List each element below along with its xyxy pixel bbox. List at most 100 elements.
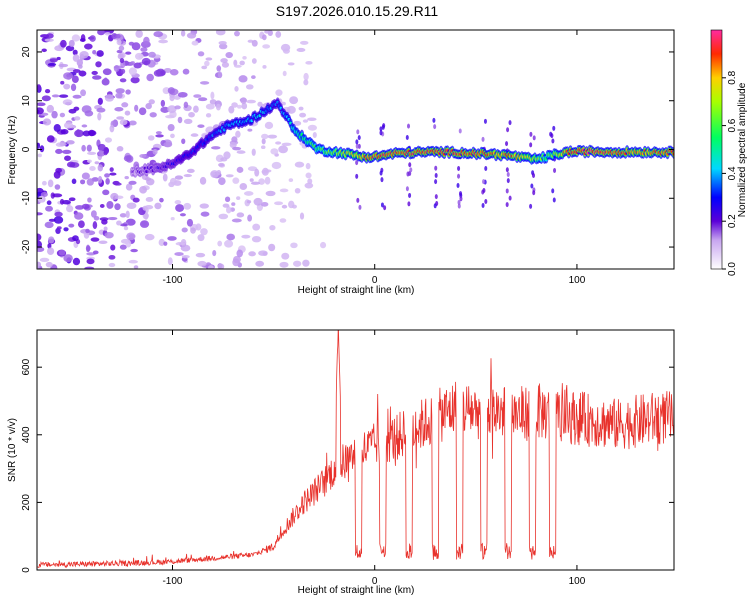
noise-cell (181, 138, 186, 145)
y-tick-label: 20 (21, 46, 32, 58)
noise-cell (197, 51, 205, 57)
noise-cell (182, 68, 190, 75)
noise-cell (53, 123, 61, 132)
y-tick-label: 600 (21, 358, 32, 375)
noise-cell (262, 64, 267, 69)
noise-cell (116, 220, 122, 226)
noise-cell (37, 233, 42, 241)
noise-cell (87, 151, 97, 155)
noise-cell (218, 40, 227, 45)
noise-cell (117, 53, 124, 60)
noise-cell (174, 199, 182, 205)
noise-cell (125, 89, 131, 95)
noise-cell (261, 138, 266, 145)
noise-cell (37, 195, 45, 203)
noise-cell (113, 65, 120, 72)
noise-cell (175, 241, 186, 246)
noise-cell (248, 251, 256, 257)
noise-cell (84, 110, 94, 117)
noise-cell (45, 205, 53, 212)
streak-cell (532, 173, 536, 179)
noise-cell (115, 92, 123, 99)
noise-cell (307, 124, 318, 131)
noise-cell (162, 173, 168, 182)
streak-cell (552, 197, 556, 203)
noise-cell (97, 97, 103, 105)
noise-cell (257, 101, 263, 107)
noise-cell (282, 48, 290, 54)
x-tick-label: -100 (162, 275, 182, 286)
noise-cell (220, 58, 228, 63)
noise-cell (320, 241, 327, 249)
noise-cell (148, 51, 156, 58)
noise-cell (96, 50, 104, 57)
noise-cell (40, 191, 48, 198)
noise-cell (152, 148, 158, 155)
noise-cell (241, 102, 248, 110)
noise-cell (190, 133, 199, 137)
noise-cell (282, 70, 287, 77)
noise-cell (174, 252, 184, 257)
noise-cell (104, 232, 114, 239)
noise-cell (260, 201, 269, 207)
noise-cell (159, 197, 164, 203)
noise-cell (141, 221, 148, 227)
noise-cell (130, 76, 140, 84)
noise-cell (47, 179, 54, 188)
noise-cell (221, 61, 230, 68)
colorbar-tick-label: 0.2 (727, 214, 738, 228)
noise-cell (104, 173, 110, 178)
noise-cell (107, 216, 118, 221)
noise-cell (147, 135, 155, 141)
noise-cell (92, 75, 102, 80)
noise-cell (181, 227, 188, 233)
noise-cell (63, 227, 69, 232)
noise-cell (251, 39, 258, 47)
noise-cell (229, 141, 237, 149)
y-tick-label: -20 (21, 239, 32, 254)
streak-cell (506, 127, 510, 133)
noise-cell (167, 105, 177, 113)
noise-cell (114, 203, 121, 211)
noise-cell (169, 94, 175, 102)
noise-cell (167, 236, 177, 241)
noise-cell (115, 34, 121, 39)
streak-cell (458, 128, 462, 134)
noise-cell (64, 155, 72, 161)
noise-cell (288, 178, 294, 182)
streak-cell (408, 162, 412, 168)
noise-cell (119, 244, 127, 250)
noise-cell (299, 212, 305, 220)
noise-cell (275, 141, 282, 145)
noise-cell (145, 103, 152, 110)
noise-cell (120, 68, 126, 74)
noise-cell (216, 65, 222, 72)
noise-cell (265, 190, 276, 197)
noise-cell (142, 205, 148, 211)
noise-cell (44, 88, 51, 94)
noise-cell (125, 183, 133, 191)
noise-cell (81, 124, 88, 128)
noise-cell (97, 164, 104, 172)
noise-cell (264, 176, 271, 185)
noise-cell (198, 97, 208, 102)
noise-cell (180, 244, 191, 252)
noise-cell (66, 205, 74, 213)
noise-cell (90, 210, 97, 218)
noise-cell (75, 129, 81, 137)
noise-cell (174, 105, 181, 110)
noise-cell (160, 99, 166, 107)
noise-cell (199, 81, 210, 85)
noise-cell (170, 133, 175, 139)
noise-cell (99, 204, 105, 208)
noise-cell (125, 210, 130, 219)
colorbar-label: Normalized spectral amplitude (737, 82, 748, 217)
noise-cell (260, 145, 266, 150)
noise-cell (179, 213, 186, 217)
noise-cell (158, 238, 165, 247)
noise-cell (79, 50, 89, 59)
streak-cell (355, 143, 359, 149)
noise-cell (49, 58, 58, 63)
noise-cell (72, 69, 81, 73)
streak-cell (434, 194, 438, 200)
